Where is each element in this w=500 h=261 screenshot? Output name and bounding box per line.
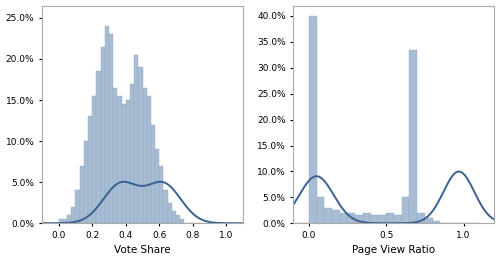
Bar	[309, 16, 316, 223]
Bar	[316, 197, 324, 223]
Bar	[386, 213, 394, 223]
Bar	[84, 141, 88, 223]
Bar	[332, 210, 340, 223]
Bar	[348, 213, 355, 223]
Bar	[80, 166, 84, 223]
X-axis label: Page View Ratio: Page View Ratio	[352, 245, 436, 256]
Bar	[410, 50, 417, 223]
Bar	[172, 211, 176, 223]
Bar	[394, 216, 402, 223]
Bar	[72, 207, 76, 223]
Bar	[160, 166, 164, 223]
Bar	[402, 197, 409, 223]
Bar	[146, 96, 151, 223]
Bar	[118, 96, 122, 223]
Bar	[180, 219, 184, 223]
Bar	[340, 213, 347, 223]
Bar	[324, 208, 332, 223]
Bar	[122, 104, 126, 223]
Bar	[63, 219, 67, 223]
Bar	[176, 215, 180, 223]
X-axis label: Vote Share: Vote Share	[114, 245, 171, 256]
Bar	[105, 26, 109, 223]
Bar	[67, 215, 71, 223]
Bar	[355, 216, 363, 223]
Bar	[432, 221, 440, 223]
Bar	[134, 55, 138, 223]
Bar	[113, 88, 117, 223]
Bar	[378, 216, 386, 223]
Bar	[363, 213, 370, 223]
Bar	[58, 219, 63, 223]
Bar	[100, 47, 105, 223]
Bar	[417, 213, 425, 223]
Bar	[92, 96, 96, 223]
Bar	[126, 100, 130, 223]
Bar	[142, 88, 146, 223]
Bar	[168, 203, 172, 223]
Bar	[151, 125, 155, 223]
Bar	[370, 216, 378, 223]
Bar	[155, 149, 160, 223]
Bar	[130, 84, 134, 223]
Bar	[138, 67, 142, 223]
Bar	[76, 190, 80, 223]
Bar	[88, 116, 92, 223]
Bar	[109, 34, 113, 223]
Bar	[425, 218, 432, 223]
Bar	[164, 190, 168, 223]
Bar	[96, 71, 100, 223]
